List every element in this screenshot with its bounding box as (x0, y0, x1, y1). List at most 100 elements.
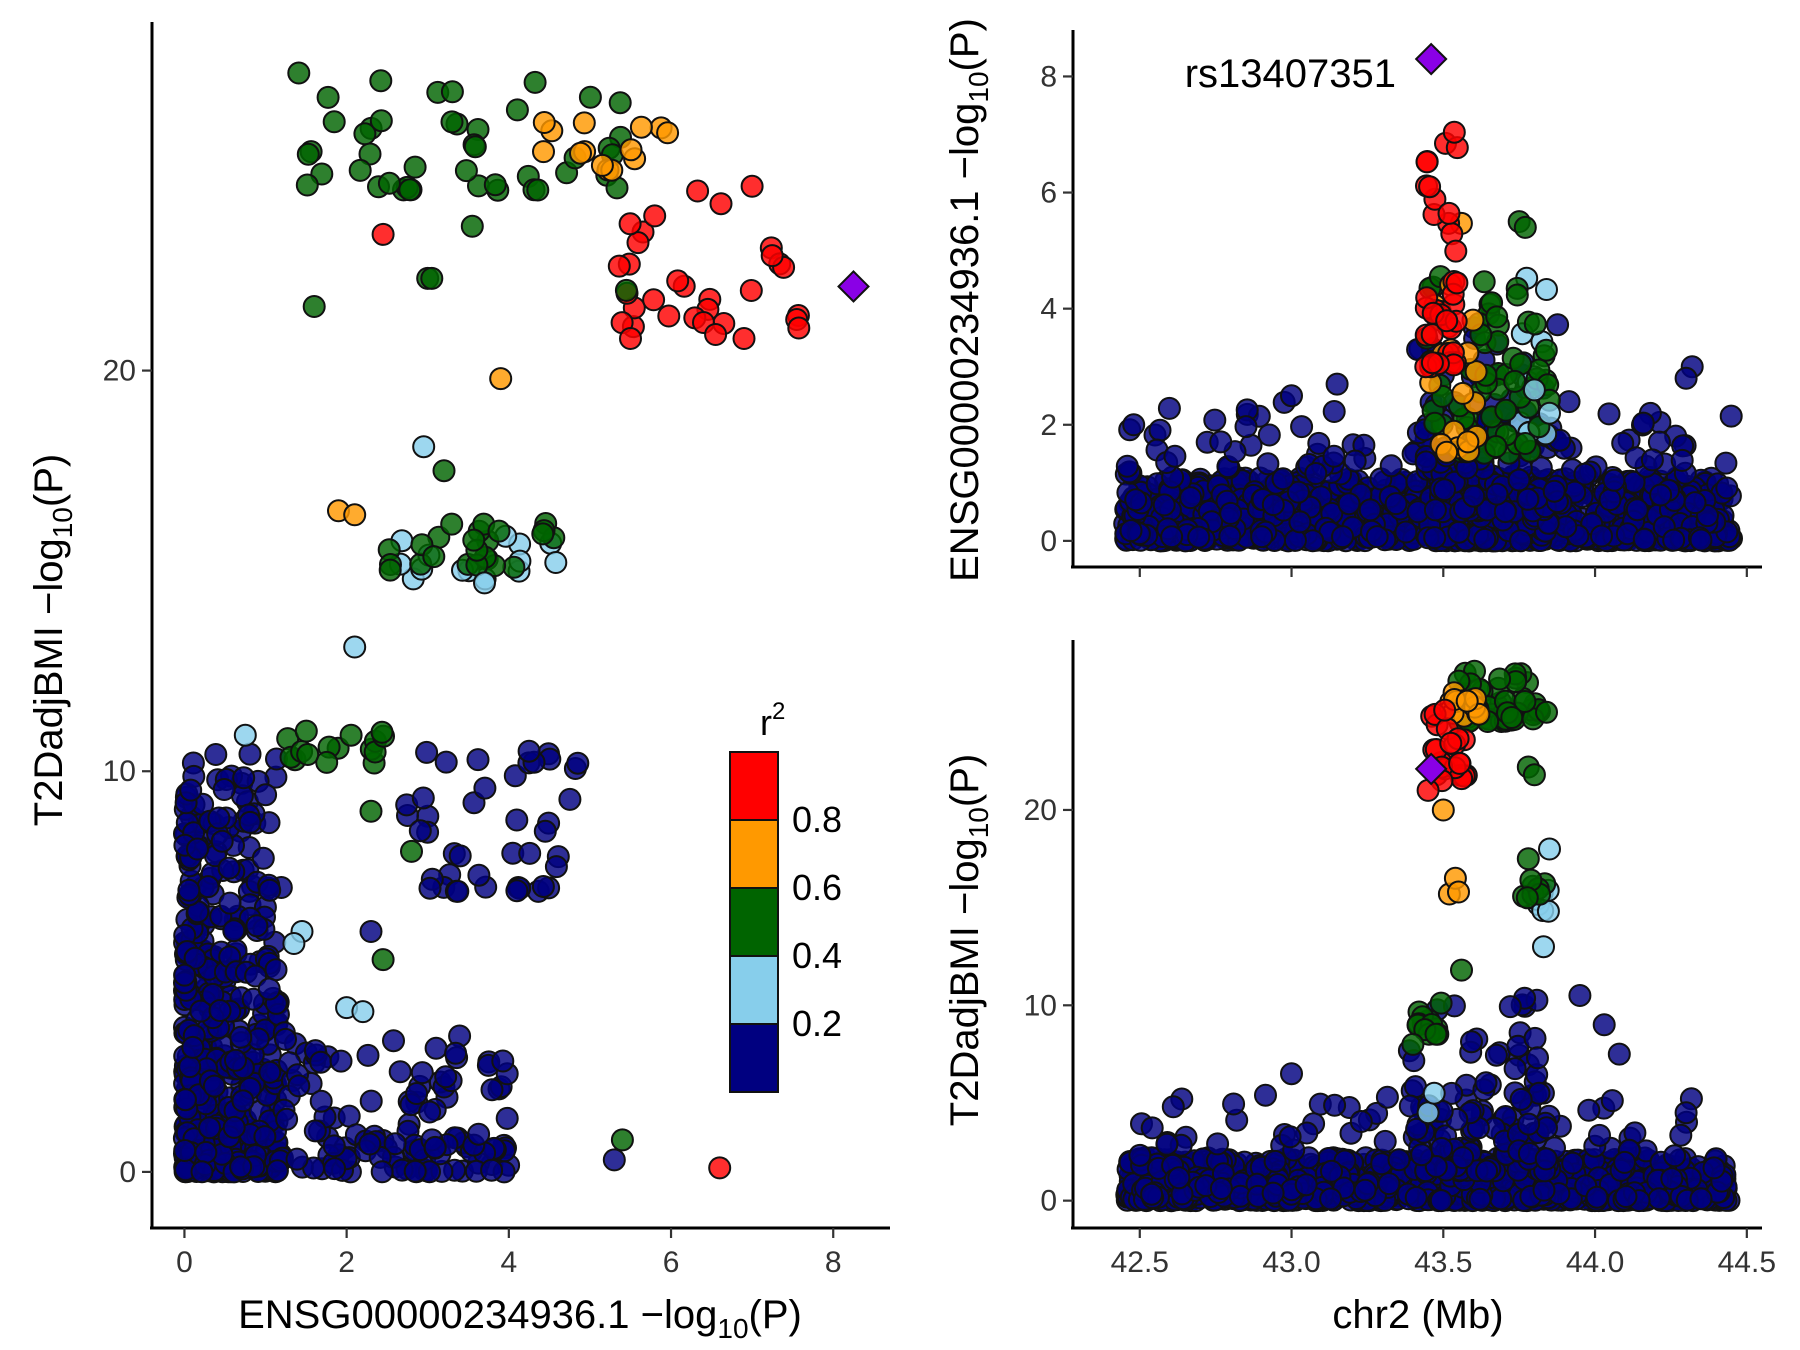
snp-point (480, 1158, 504, 1182)
snp-point (1538, 837, 1561, 861)
snp-point (1585, 1185, 1609, 1209)
legend-swatches (729, 751, 779, 1093)
snp-point (619, 138, 643, 162)
snp-point (388, 1060, 412, 1084)
snp-point (1714, 451, 1738, 475)
snp-point (183, 946, 207, 970)
snp-point (1590, 524, 1613, 548)
snp-point (1179, 486, 1203, 510)
scatter-x-title: ENSG00000234936.1 −log10(P) (238, 1293, 802, 1344)
snp-point (371, 948, 395, 972)
snp-point (1401, 1032, 1425, 1056)
snp-point (1475, 1159, 1499, 1183)
snp-point (418, 1100, 442, 1124)
snp-point (473, 776, 497, 800)
legend-swatch (729, 819, 779, 889)
snp-point (1319, 1187, 1343, 1211)
snp-point (1442, 120, 1466, 144)
snp-point (420, 266, 444, 290)
snp-point (309, 1050, 333, 1074)
snp-point (343, 503, 367, 527)
snp-point (708, 1156, 732, 1180)
snp-point (207, 806, 231, 830)
snp-point (480, 1078, 504, 1102)
snp-point (233, 723, 257, 747)
y-tick-label: 4 (1040, 293, 1057, 326)
snp-point (1607, 1042, 1631, 1066)
snp-point (1323, 1093, 1347, 1117)
snp-point (740, 174, 764, 198)
snp-point (1140, 1116, 1164, 1140)
snp-point (1384, 492, 1408, 516)
snp-point (1670, 448, 1694, 472)
snp-point (1435, 440, 1459, 464)
snp-point (1689, 1187, 1713, 1211)
snp-point (1423, 411, 1447, 435)
lead-snp-label: rs13407351 (1185, 52, 1396, 96)
snp-point (1280, 384, 1303, 408)
locus-bottom-panel: 42.5 43.0 43.5 44.0 44.5 0 10 20 chr2 (Mb) T2Da… (943, 640, 1776, 1337)
snp-point (1322, 444, 1346, 468)
snp-point (1557, 390, 1581, 414)
snp-point (253, 1125, 277, 1149)
locus-bottom-points (1115, 659, 1741, 1213)
snp-point (440, 80, 464, 104)
snp-point (1304, 462, 1328, 485)
snp-point (1683, 491, 1707, 515)
snp-point (1444, 239, 1468, 263)
snp-point (1472, 270, 1496, 294)
snp-point (473, 571, 496, 595)
snp-point (1494, 398, 1518, 422)
snp-point (1424, 1022, 1448, 1046)
snp-point (1649, 483, 1673, 507)
snp-point (619, 327, 642, 350)
snp-point (1488, 667, 1512, 691)
snp-point (1534, 338, 1558, 362)
snp-point (258, 1060, 282, 1084)
snp-point (440, 110, 464, 134)
snp-point (264, 958, 288, 982)
snp-point (222, 1115, 246, 1139)
snp-point (1647, 1187, 1671, 1211)
snp-point (1451, 1146, 1475, 1170)
snp-point (1719, 404, 1743, 428)
snp-point (1429, 1189, 1453, 1213)
snp-point (1597, 402, 1621, 426)
snp-point (257, 977, 281, 1001)
x-tick-label: 43.5 (1414, 1246, 1472, 1279)
snp-point (1592, 1013, 1616, 1037)
snp-point (1322, 400, 1346, 423)
snp-point (1588, 1123, 1611, 1147)
snp-point (1613, 1150, 1637, 1174)
locus-top-points (1113, 42, 1743, 553)
snp-point (590, 153, 614, 177)
snp-point (1498, 995, 1522, 1019)
snp-point (1509, 1087, 1533, 1111)
snp-point (1263, 1149, 1287, 1173)
snp-point (1439, 731, 1463, 755)
snp-point (1203, 408, 1227, 432)
snp-point (383, 1132, 407, 1156)
snp-point (1163, 444, 1187, 468)
snp-point (1663, 1144, 1687, 1168)
snp-point (1416, 1101, 1440, 1125)
snp-point (517, 739, 541, 763)
snp-point (1517, 1112, 1541, 1136)
snp-point (1625, 498, 1649, 522)
snp-point (238, 810, 262, 834)
snp-point (348, 158, 372, 182)
snp-point (1715, 476, 1739, 500)
snp-point (1358, 498, 1382, 522)
snp-point (251, 846, 275, 870)
x-tick-label: 0 (176, 1246, 193, 1279)
snp-point (629, 115, 653, 139)
snp-point (408, 819, 432, 843)
snp-point (1278, 1125, 1302, 1149)
snp-point (531, 522, 555, 546)
r2-legend: r2 0.8 0.6 0.4 0.2 (729, 698, 842, 1093)
snp-point (316, 85, 340, 109)
snp-point (1600, 1089, 1624, 1113)
scatter-panel: 0 2 4 6 8 0 10 20 ENSG00000234936.1 −log10(P) T… (27, 22, 890, 1344)
snp-point (295, 173, 319, 197)
snp-point (444, 1041, 468, 1065)
